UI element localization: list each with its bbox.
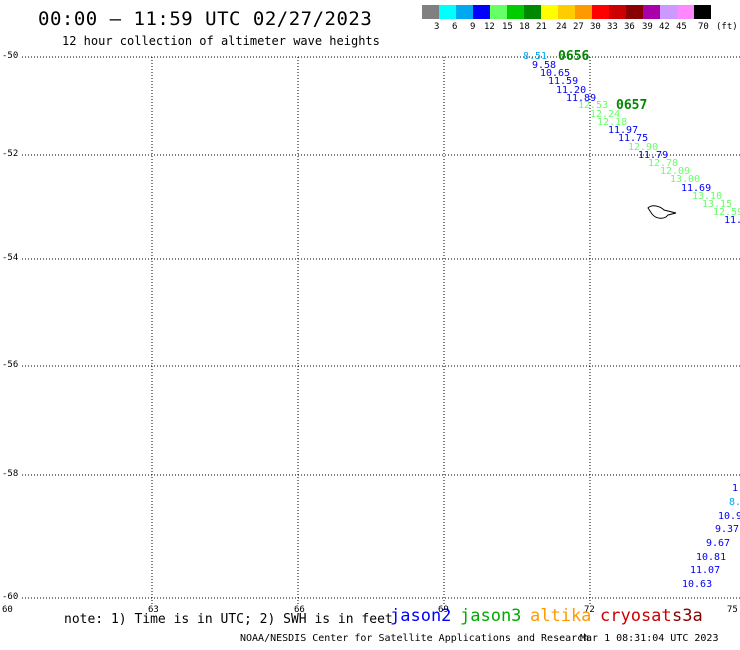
legend-swatch [524,5,541,19]
legend-label: 33 [607,22,618,32]
wave-height-value: 11.75 [618,133,649,144]
latitude-label: -54 [2,253,19,263]
legend-label: 18 [519,22,530,32]
legend-swatch [490,5,507,19]
page-subtitle: 12 hour collection of altimeter wave hei… [62,34,380,48]
wave-height-value: 10.63 [682,579,713,590]
page-title: 00:00 – 11:59 UTC 02/27/2023 [38,8,373,30]
wave-height-value: 12.09 [660,166,691,177]
wave-height-value: 8.51 [523,51,548,62]
wave-height-value: 11.79 [638,150,669,161]
longitude-label: 75 [727,605,738,615]
satellite-name: s3a [672,606,703,626]
satellite-name: cryosat [600,606,672,626]
wave-height-value: 11.20 [556,85,587,96]
wave-height-value: 8. [729,497,740,508]
wave-height-value: 9.58 [532,60,557,71]
wave-height-value: 13.00 [670,174,701,185]
wave-height-value: 11.89 [566,93,597,104]
wave-height-value: 12.24 [590,109,621,120]
legend-label: 36 [624,22,635,32]
legend-swatch [422,5,439,19]
legend-swatch [507,5,524,19]
latitude-label: -56 [2,360,19,370]
longitude-label: 60 [2,605,13,615]
wave-height-value: 11. [724,215,740,226]
longitude-label: 69 [438,605,449,615]
island-coastline [647,205,677,219]
satellite-name: altika [530,606,592,626]
pass-time-label: 0656 [558,49,590,64]
legend-swatch [694,5,711,19]
latitude-label: -60 [2,592,19,602]
legend-label: 45 [676,22,687,32]
wave-height-value: 11.97 [608,125,639,136]
legend-swatch [473,5,490,19]
color-legend [422,5,711,19]
legend-label: 15 [502,22,513,32]
wave-height-value: 12.53 [578,100,609,111]
wave-height-value: 12.90 [628,142,659,153]
wave-height-value: 10.65 [540,68,571,79]
legend-label: 3 [434,22,440,32]
wave-height-value: 10.81 [696,552,727,563]
longitude-label: 66 [294,605,305,615]
legend-swatch [609,5,626,19]
legend-swatch [592,5,609,19]
wave-height-value: 12.78 [648,158,679,169]
legend-swatch [677,5,694,19]
legend-swatch [660,5,677,19]
latitude-label: -58 [2,469,19,479]
footer-note: note: 1) Time is in UTC; 2) SWH is in fe… [64,612,393,627]
legend-label: 30 [590,22,601,32]
longitude-label: 72 [584,605,595,615]
latitude-label: -50 [2,51,19,61]
legend-label: 39 [642,22,653,32]
legend-label: 21 [536,22,547,32]
legend-label: 9 [470,22,476,32]
wave-height-value: 12.59 [713,207,740,218]
legend-swatch [558,5,575,19]
longitude-label: 63 [148,605,159,615]
wave-height-value: 9.37 [715,524,740,535]
legend-label: 42 [659,22,670,32]
legend-label: 27 [573,22,584,32]
legend-swatch [626,5,643,19]
legend-swatch [541,5,558,19]
wave-height-value: 10.9 [718,511,740,522]
legend-label: (ft) [716,22,738,32]
legend-swatch [575,5,592,19]
wave-height-value: 11.07 [690,565,721,576]
legend-label: 12 [484,22,495,32]
satellite-name: jason2 [390,606,452,626]
wave-height-value: 11.69 [681,183,712,194]
credit-text: NOAA/NESDIS Center for Satellite Applica… [240,633,590,644]
wave-height-value: 9.67 [706,538,731,549]
legend-label: 24 [556,22,567,32]
legend-swatch [456,5,473,19]
legend-swatch [643,5,660,19]
wave-height-value: 13.10 [692,191,723,202]
legend-label: 70 [698,22,709,32]
latitude-label: -52 [2,149,19,159]
wave-height-value: 1 [732,483,739,494]
satellite-name: jason3 [460,606,522,626]
legend-label: 6 [452,22,458,32]
legend-swatch [439,5,456,19]
pass-time-label: 0657 [616,98,648,113]
wave-height-value: 12.18 [597,117,628,128]
wave-height-value: 13.15 [702,199,733,210]
wave-height-value: 11.59 [548,76,579,87]
generated-timestamp: Mar 1 08:31:04 UTC 2023 [580,633,719,644]
